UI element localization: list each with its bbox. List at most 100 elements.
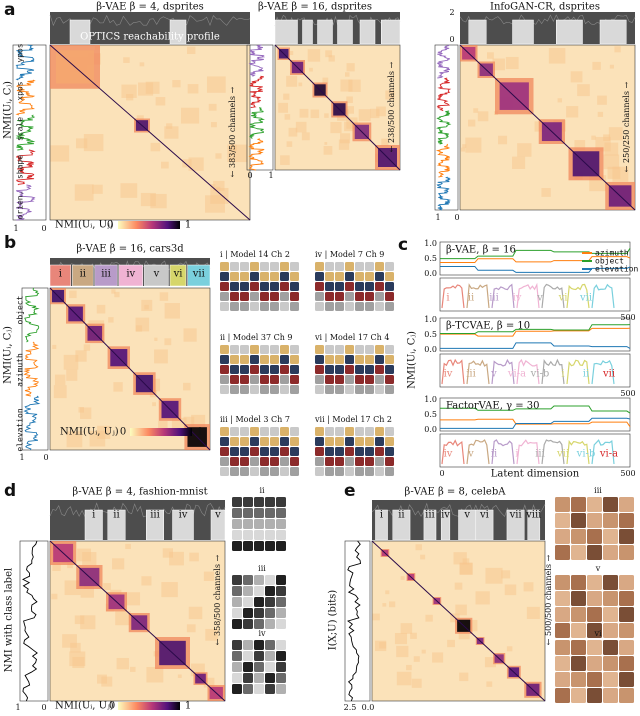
example-image (385, 262, 394, 271)
example-image (270, 447, 279, 456)
example-image (230, 457, 239, 466)
heatmap-texture (382, 603, 387, 607)
example-image (355, 272, 364, 281)
heatmap-texture (298, 82, 303, 87)
cluster-line (516, 439, 540, 465)
example-image (265, 586, 275, 596)
example-image (232, 608, 242, 618)
example-image (335, 345, 344, 354)
cluster-line (591, 359, 615, 385)
model-title: β-TCVAE, β = 10 (446, 321, 530, 332)
y-tick-label: 0.0 (424, 269, 437, 278)
x-tick-label: 500 (620, 313, 635, 322)
example-image (555, 688, 570, 703)
heatmap-texture (324, 142, 328, 145)
example-image (260, 345, 269, 354)
cluster-box (169, 264, 187, 287)
cluster-line (566, 439, 590, 465)
example-image (345, 427, 354, 436)
example-label: iv (258, 629, 266, 638)
colorbar-label: NMI(Uᵢ, Uⱼ) (60, 427, 119, 438)
heatmap-texture (50, 145, 70, 162)
example-image (325, 467, 334, 476)
heatmap-texture (295, 121, 307, 133)
example-image (276, 662, 286, 672)
example-image (385, 437, 394, 446)
example-image (232, 519, 242, 529)
example-image (315, 302, 324, 311)
example-image (385, 467, 394, 476)
example-image (619, 545, 634, 560)
subplot-frame (439, 397, 631, 432)
cluster-box (317, 19, 333, 45)
example-image (243, 684, 253, 694)
example-image (276, 597, 286, 607)
heatmap-texture (92, 184, 103, 194)
example-image (254, 508, 264, 518)
example-image (385, 345, 394, 354)
heatmap-texture (330, 121, 342, 134)
nmi-line (440, 417, 631, 429)
heatmap-texture (161, 161, 169, 169)
example-image (250, 355, 259, 364)
cluster-label: iv (444, 449, 453, 460)
heatmap-texture (103, 583, 111, 591)
heatmap-texture (203, 677, 215, 688)
y-axis-label: I(X;U) (bits) (328, 590, 339, 650)
cluster-line (591, 439, 615, 465)
example-image (276, 651, 286, 661)
example-image (365, 467, 374, 476)
example-image (243, 575, 253, 585)
example-image (254, 640, 264, 650)
example-image (280, 345, 289, 354)
heatmap-texture (164, 126, 179, 139)
example-image (375, 282, 384, 291)
example-label: iii (594, 486, 602, 495)
cluster-line (591, 283, 615, 309)
heatmap-texture (465, 137, 482, 153)
nmi-line (440, 265, 631, 273)
example-image (335, 272, 344, 281)
heatmap-texture (614, 46, 621, 53)
y-axis-label: NMI with class label (4, 568, 15, 672)
example-image (243, 541, 253, 551)
heatmap (371, 540, 546, 702)
example-image (619, 575, 634, 590)
y-axis-label: NMI(Uᵢ, Cⱼ) (3, 326, 14, 384)
heatmap-texture (603, 154, 620, 170)
example-image (375, 345, 384, 354)
heatmap-texture (180, 107, 200, 124)
heatmap-texture (155, 97, 166, 106)
example-image (260, 292, 269, 301)
heatmap-texture (340, 133, 351, 144)
heatmap-texture (557, 98, 563, 103)
example-image (385, 302, 394, 311)
example-image (243, 586, 253, 596)
heatmap-texture (164, 303, 180, 319)
example-image (345, 375, 354, 384)
cluster-label: iii (150, 510, 160, 521)
heatmap-texture (97, 674, 107, 684)
heatmap-texture (146, 666, 164, 683)
plot-title: β-VAE β = 8, celebA (405, 487, 507, 498)
example-image (365, 375, 374, 384)
cluster-label: ii (80, 269, 86, 280)
example-image (335, 385, 344, 394)
cluster-label: iii (425, 510, 435, 521)
example-image (345, 467, 354, 476)
example-image (254, 541, 264, 551)
subplot-frame (439, 353, 631, 388)
example-image (232, 673, 242, 683)
example-image (243, 597, 253, 607)
heatmap-texture (455, 604, 467, 616)
cluster-box (274, 19, 298, 45)
example-image (325, 302, 334, 311)
heatmap-texture (75, 350, 87, 362)
channel-count: ← 238/500 channels → (387, 62, 396, 153)
example-image (355, 365, 364, 374)
heatmap-texture (458, 629, 470, 640)
heatmap-texture (376, 106, 386, 117)
heatmap-texture (411, 678, 422, 688)
plot-title: β-VAE β = 16, cars3d (76, 244, 184, 255)
heatmap-texture (183, 382, 191, 391)
